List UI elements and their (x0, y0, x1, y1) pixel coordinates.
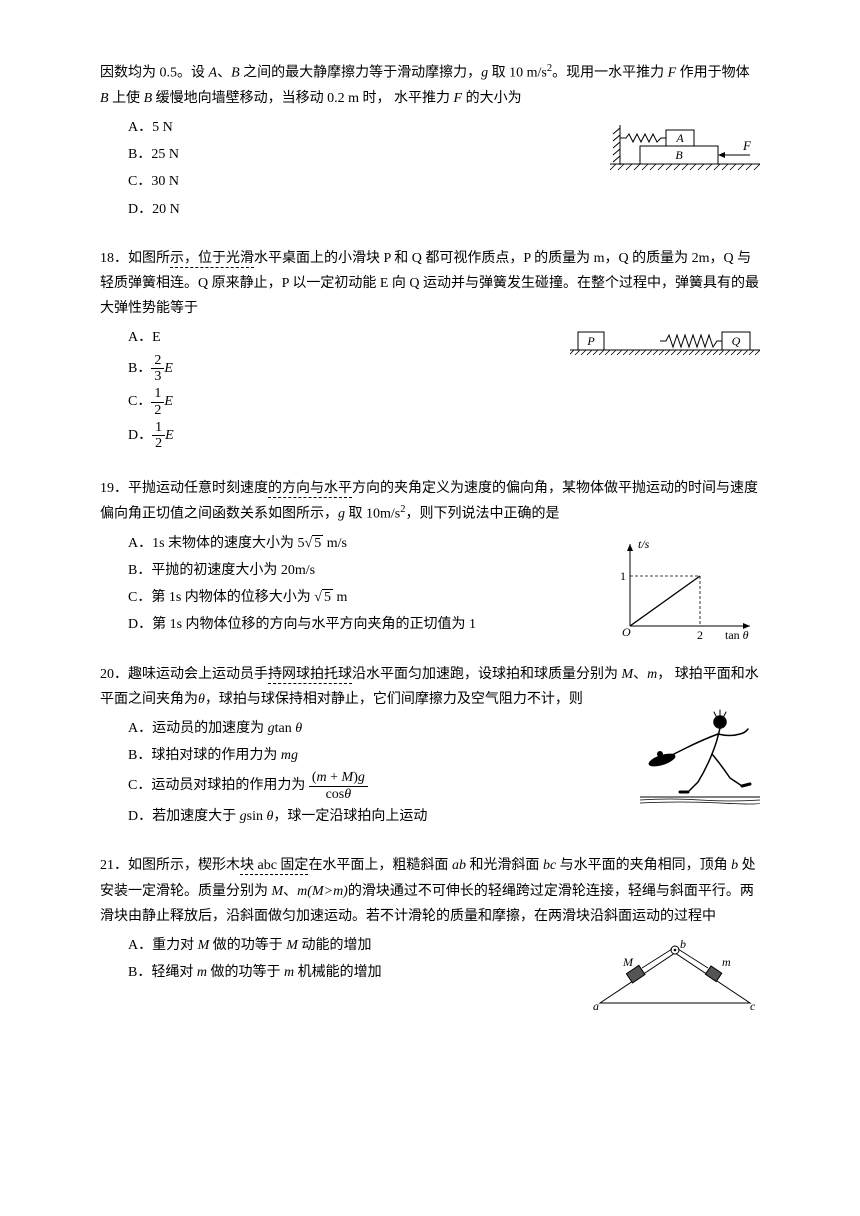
wedge-svg: M m b a c (590, 938, 760, 1013)
runner-svg (630, 704, 760, 814)
q18-opt-c: C．12E (128, 386, 760, 418)
q19-opt-d: D．第 1s 内物体位移的方向与水平方向夹角的正切值为 1 (128, 612, 600, 637)
q20-opt-d: D．若加速度大于 gsin θ，球一定沿球拍向上运动 (128, 804, 620, 829)
q19-opt-a: A．1s 末物体的速度大小为 55 m/s (128, 531, 600, 556)
q19-stem: 19．平抛运动任意时刻速度的方向与水平方向的夹角定义为速度的偏向角，某物体做平抛… (100, 476, 760, 527)
q17: A B F 因数均为 0.5。设 A、B (100, 60, 760, 222)
q20-opt-c: C．运动员对球拍的作用力为 (m + M)gcosθ (128, 770, 620, 802)
q17-stem: 因数均为 0.5。设 A、B 之间的最大静摩擦力等于滑动摩擦力，g 取 10 m… (100, 60, 760, 111)
q17-figure: A B F (610, 120, 760, 180)
q21: M m b a c 21．如图所示，楔形木块 abc 固定在水平面上，粗糙斜面 … (100, 853, 760, 985)
svg-text:c: c (750, 999, 756, 1013)
q18-stem: 18．如图所示，位于光滑水平桌面上的小滑块 P 和 Q 都可视作质点，P 的质量… (100, 246, 760, 322)
q18: P Q (100, 246, 760, 452)
svg-text:A: A (675, 131, 684, 145)
q20-figure (630, 704, 760, 814)
svg-text:a: a (593, 999, 599, 1013)
svg-text:O: O (622, 625, 631, 639)
spring-collision-svg: P Q (570, 324, 760, 364)
q20: 20．趣味运动会上运动员手持网球拍托球沿水平面匀加速跑，设球拍和球质量分别为 M… (100, 662, 760, 830)
svg-text:m: m (722, 955, 731, 969)
q19-opt-c: C．第 1s 内物体的位移大小为 5 m (128, 585, 600, 610)
svg-text:b: b (680, 938, 686, 951)
block-on-block-svg: A B F (610, 120, 760, 180)
svg-text:P: P (586, 334, 595, 348)
q21-figure: M m b a c (590, 938, 760, 1013)
graph-svg: t/s tan θ O 1 2 (610, 536, 760, 646)
q21-stem: 21．如图所示，楔形木块 abc 固定在水平面上，粗糙斜面 ab 和光滑斜面 b… (100, 853, 760, 929)
q19-opt-b: B．平抛的初速度大小为 20m/s (128, 558, 600, 583)
q18-opt-d: D．12E (128, 420, 760, 452)
svg-text:t/s: t/s (638, 537, 650, 551)
q21-opt-a: A．重力对 M 做的功等于 M 动能的增加 (128, 933, 580, 958)
q17-opt-d: D．20 N (128, 197, 760, 222)
q21-opt-b: B．轻绳对 m 做的功等于 m 机械能的增加 (128, 960, 580, 985)
svg-text:F: F (742, 138, 752, 153)
svg-text:2: 2 (697, 628, 703, 642)
q19: t/s tan θ O 1 2 19．平抛运动任意时刻速度的方向与水平方向的夹角… (100, 476, 760, 638)
q20-opt-b: B．球拍对球的作用力为 mg (128, 743, 620, 768)
svg-text:Q: Q (732, 334, 741, 348)
q20-opt-a: A．运动员的加速度为 gtan θ (128, 716, 620, 741)
svg-text:B: B (675, 148, 683, 162)
q19-figure: t/s tan θ O 1 2 (610, 536, 760, 646)
q18-figure: P Q (570, 324, 760, 364)
svg-text:tan θ: tan θ (725, 628, 749, 642)
svg-text:1: 1 (620, 569, 626, 583)
svg-text:M: M (622, 955, 634, 969)
